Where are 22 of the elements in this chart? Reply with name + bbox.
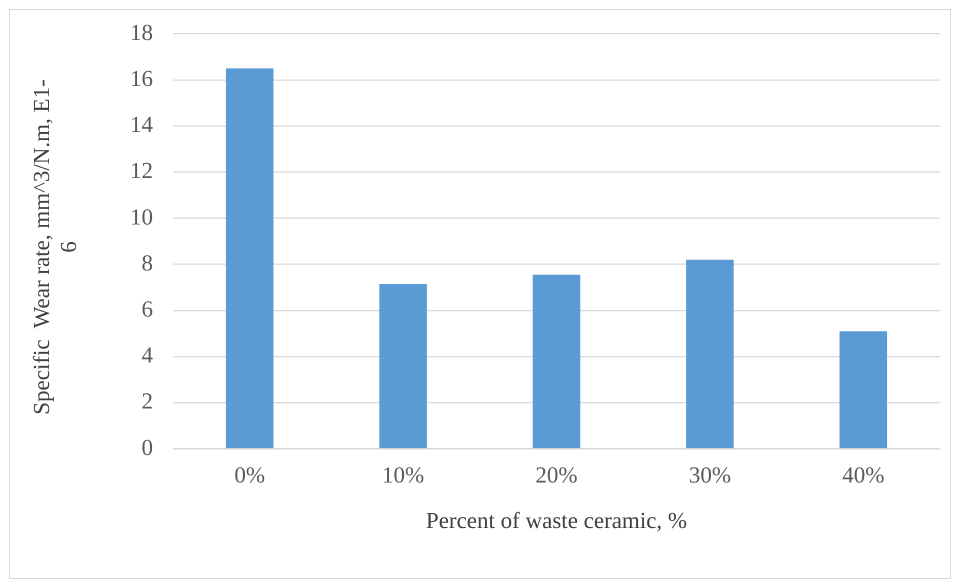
bar bbox=[532, 274, 580, 448]
x-tick-label: 0% bbox=[234, 462, 266, 488]
y-tick-label: 18 bbox=[130, 20, 153, 45]
y-tick-label: 0 bbox=[142, 434, 153, 460]
y-tick-label: 8 bbox=[142, 250, 153, 276]
y-tick-label: 14 bbox=[130, 112, 154, 138]
y-tick-label: 12 bbox=[130, 158, 153, 184]
y-tick-label: 10 bbox=[130, 204, 153, 230]
y-axis-title: Specific Wear rate, mm^3/N.m, E1-6 bbox=[28, 78, 82, 417]
bar bbox=[840, 331, 888, 448]
bar bbox=[226, 68, 274, 448]
x-tick-label: 10% bbox=[382, 462, 424, 488]
x-tick-label: 30% bbox=[688, 462, 731, 488]
y-tick-label: 6 bbox=[142, 296, 153, 322]
bar bbox=[686, 260, 734, 448]
x-tick-label: 40% bbox=[842, 462, 884, 488]
bar bbox=[379, 284, 427, 448]
y-tick-label: 16 bbox=[130, 66, 153, 91]
x-axis-title: Percent of waste ceramic, % bbox=[426, 508, 688, 534]
y-tick-label: 4 bbox=[142, 342, 154, 368]
x-tick-label: 20% bbox=[535, 462, 578, 488]
y-tick-label: 2 bbox=[142, 388, 153, 414]
